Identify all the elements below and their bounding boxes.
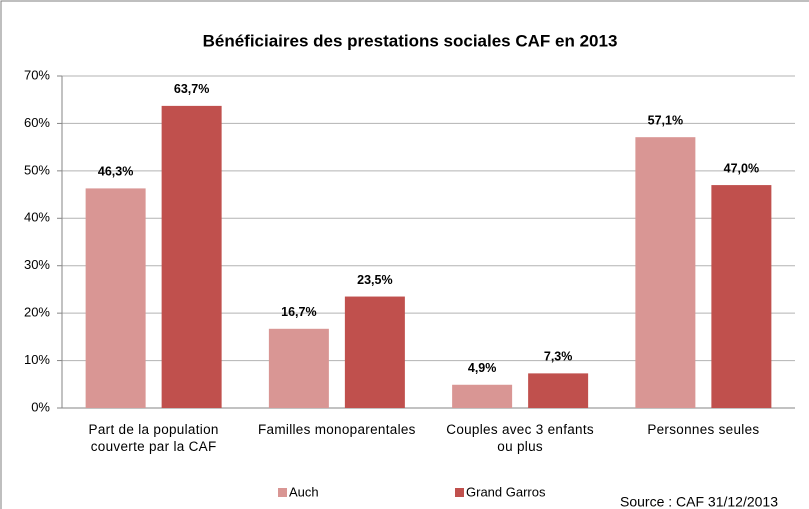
data-label: 7,3% xyxy=(544,350,573,364)
bar xyxy=(161,105,222,408)
legend-label: Auch xyxy=(289,484,319,499)
y-tick-label: 20% xyxy=(24,305,50,320)
legend-label: Grand Garros xyxy=(466,484,546,499)
legend-swatch xyxy=(455,488,464,497)
data-label: 47,0% xyxy=(724,161,759,175)
bar xyxy=(452,384,513,408)
bar xyxy=(344,296,405,408)
x-tick-label: Part de la population couverte par la CA… xyxy=(88,422,219,454)
data-label: 57,1% xyxy=(648,113,683,127)
bar xyxy=(268,328,329,408)
y-tick-label: 70% xyxy=(24,67,50,82)
y-tick-label: 40% xyxy=(24,210,50,225)
bar xyxy=(711,185,772,408)
y-tick-label: 10% xyxy=(24,352,50,367)
data-label: 63,7% xyxy=(174,82,209,96)
y-tick-label: 60% xyxy=(24,115,50,130)
data-label: 16,7% xyxy=(281,305,316,319)
x-tick-label: Personnes seules xyxy=(647,422,760,437)
bar xyxy=(528,373,589,408)
y-tick-label: 30% xyxy=(24,257,50,272)
x-tick-label: Familles monoparentales xyxy=(258,422,416,437)
bar xyxy=(85,188,146,408)
chart-title: Bénéficiaires des prestations sociales C… xyxy=(203,31,618,50)
source-note: Source : CAF 31/12/2013 xyxy=(620,494,778,509)
x-tick-label: Couples avec 3 enfants ou plus xyxy=(446,422,594,454)
data-label: 23,5% xyxy=(357,273,392,287)
data-label: 4,9% xyxy=(468,361,497,375)
legend-swatch xyxy=(278,488,287,497)
y-tick-label: 50% xyxy=(24,162,50,177)
y-tick-label: 0% xyxy=(31,399,50,414)
bar xyxy=(635,137,696,408)
data-label: 46,3% xyxy=(98,165,133,179)
